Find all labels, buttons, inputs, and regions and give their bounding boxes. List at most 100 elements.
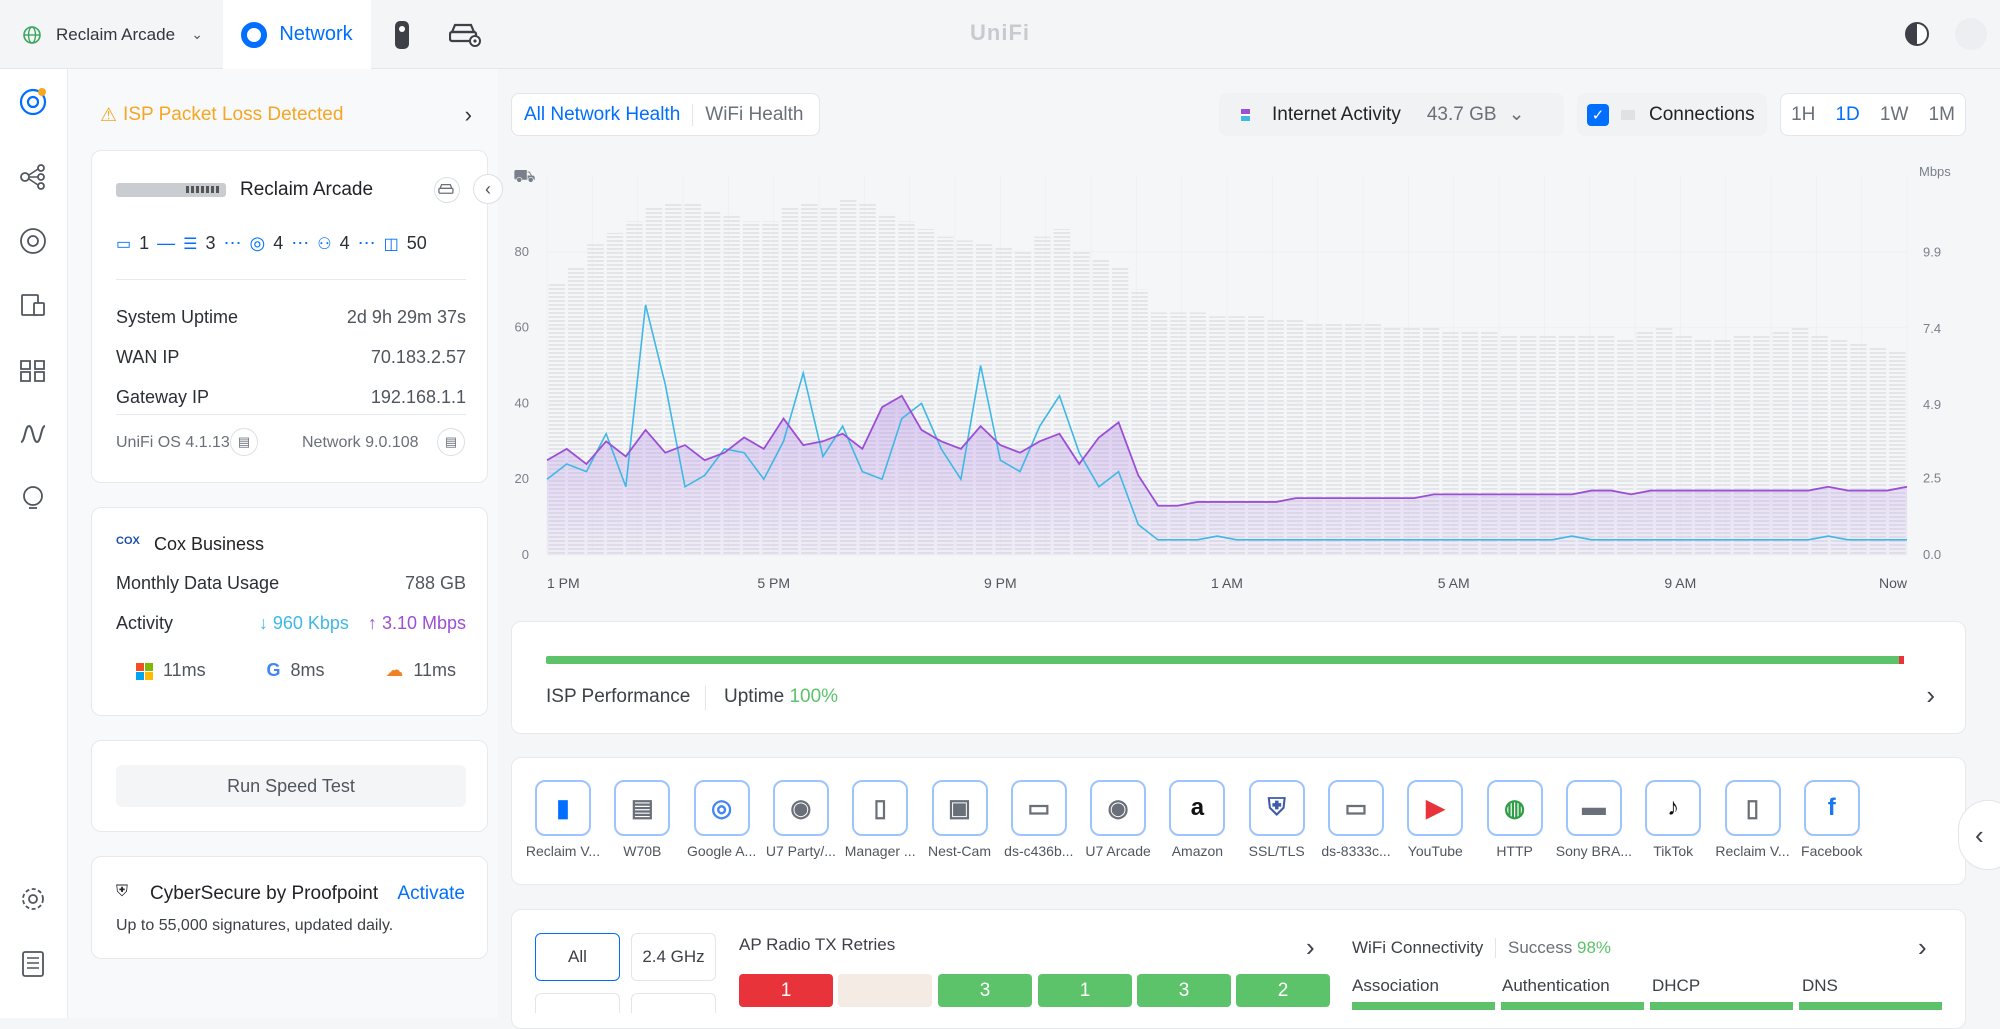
run-speed-test-button[interactable]: Run Speed Test (116, 765, 466, 807)
activate-link[interactable]: Activate (397, 883, 465, 904)
cybersecure-panel: ⛨ CyberSecure by Proofpoint Activate Up … (91, 856, 488, 959)
sidebar-item-clients[interactable] (18, 290, 48, 320)
connection-bar (1170, 312, 1187, 555)
client-chip[interactable]: ▮ (535, 780, 591, 836)
client-chip[interactable]: ▤ (614, 780, 671, 836)
connections-toggle[interactable]: ✓ Connections (1577, 93, 1767, 136)
gateway-counts: ▭ 1 — ☰ 3 ⋯ ◎ 4 ⋯ ⚇ 4 ⋯ ◫ 50 (116, 233, 427, 254)
client-label: Nest-Cam (927, 843, 991, 859)
tab-protect[interactable] (371, 0, 433, 69)
client-chip[interactable]: ◉ (1090, 780, 1147, 836)
client-chip[interactable]: a (1169, 780, 1226, 836)
clients-icon (21, 294, 45, 316)
sidebar-item-logs[interactable] (18, 949, 48, 979)
chevron-left-icon: ‹ (1975, 819, 1984, 850)
amazon-icon: a (1190, 794, 1205, 821)
range-1m[interactable]: 1M (1928, 103, 1955, 125)
internet-activity-select[interactable]: Internet Activity 43.7 GB ⌄ (1219, 93, 1564, 136)
range-1h[interactable]: 1H (1791, 103, 1816, 125)
band-6ghz-button[interactable] (631, 993, 716, 1013)
client-label: Sony BRA... (1555, 843, 1633, 859)
collapse-panel-button[interactable]: ‹ (473, 174, 503, 204)
connection-bar (1150, 312, 1168, 555)
stage-bar (1650, 1002, 1793, 1010)
bar-swatch-icon (1621, 109, 1635, 120)
os-version: UniFi OS 4.1.13 (116, 434, 230, 451)
phone-icon: ▮ (556, 794, 570, 822)
client-chip[interactable]: ◎ (693, 780, 750, 836)
client-label: YouTube (1407, 843, 1463, 859)
switch-icon: ☰ (183, 235, 198, 253)
band-24ghz-button[interactable]: 2.4 GHz (631, 933, 716, 981)
release-notes-icon[interactable]: ▤ (230, 428, 258, 456)
sidebar-item-insights[interactable] (18, 419, 48, 449)
x-tick-label: Now (1879, 575, 1908, 591)
band-5ghz-button[interactable] (535, 993, 620, 1013)
client-chip[interactable]: ▭ (1328, 780, 1384, 836)
sidebar-item-topology[interactable] (18, 162, 48, 192)
theme-toggle-icon[interactable] (1905, 22, 1929, 46)
client-chip[interactable]: ◉ (772, 780, 829, 836)
band-all-button[interactable]: All (535, 933, 620, 981)
retry-cell[interactable]: 1 (1038, 974, 1132, 1007)
sidebar-item-ports[interactable] (18, 355, 48, 385)
chevron-right-icon[interactable]: › (1306, 932, 1315, 962)
range-1w[interactable]: 1W (1879, 103, 1909, 125)
range-1d[interactable]: 1D (1835, 103, 1860, 125)
isp-alert[interactable]: ⚠ ISP Packet Loss Detected › (100, 100, 472, 130)
cloudflare-latency: 11ms (413, 660, 456, 680)
chevron-right-icon[interactable]: › (1918, 932, 1927, 962)
gateway-settings-button[interactable] (434, 177, 460, 203)
uptime-bar (546, 656, 1904, 664)
y-tick-label: 60 (515, 320, 529, 335)
client-chip[interactable]: ▭ (1010, 780, 1067, 836)
y-tick-label: 80 (515, 244, 529, 259)
laptop-icon: ▭ (1344, 794, 1368, 822)
connection-bar (1306, 323, 1323, 555)
sidebar-item-settings[interactable] (18, 884, 48, 914)
sidebar-item-devices[interactable] (18, 226, 48, 256)
retry-cell[interactable]: 2 (1236, 974, 1330, 1007)
client-label: Reclaim V... (1715, 843, 1790, 859)
release-notes-icon[interactable]: ▤ (437, 428, 465, 456)
sidebar-item-dashboard[interactable] (18, 87, 48, 117)
tab-network[interactable]: Network (223, 0, 371, 69)
clients-strip (511, 757, 1966, 885)
client-chip[interactable]: ⛨ (1248, 780, 1305, 836)
stage-dhcp: DHCP (1652, 976, 1701, 995)
gateway-ip-row: Gateway IP 192.168.1.1 (116, 386, 466, 407)
scroll-clients-button[interactable]: ‹ (1958, 800, 2000, 870)
connection-bar (1286, 320, 1304, 555)
retry-cell[interactable] (838, 974, 932, 1007)
isp-performance-panel[interactable]: ISP Performance Uptime 100% › (511, 621, 1966, 734)
client-label: Manager ... (844, 843, 916, 859)
sidebar-item-alarms[interactable] (18, 483, 48, 513)
x-tick-label: 9 PM (984, 575, 1017, 591)
client-chip[interactable]: ▯ (1724, 780, 1781, 836)
client-chip[interactable]: ▯ (852, 780, 909, 836)
success-label: Success (1508, 938, 1573, 957)
retry-cell[interactable]: 3 (938, 974, 1032, 1007)
client-chip[interactable]: ▶ (1407, 780, 1464, 836)
retry-cell[interactable]: 1 (739, 974, 833, 1007)
tv-icon: ▬ (1581, 794, 1606, 821)
client-chip[interactable]: ◍ (1486, 780, 1543, 836)
retry-cell[interactable]: 3 (1137, 974, 1231, 1007)
y-right-tick-label: 9.9 (1923, 244, 1941, 259)
globe-icon (23, 25, 41, 44)
gateway-settings-icon (438, 183, 454, 194)
packet-loss-marker (1899, 656, 1904, 664)
client-chip[interactable]: ♪ (1645, 780, 1702, 836)
site-switcher[interactable]: Reclaim Arcade ⌄ (0, 0, 223, 69)
x-tick-label: 9 AM (1664, 575, 1696, 591)
tab-wifi-health[interactable]: WiFi Health (705, 103, 804, 125)
unifi-logo: UniFi (970, 20, 1030, 45)
tab-all-network-health[interactable]: All Network Health (512, 103, 694, 126)
tab-drive[interactable] (433, 0, 497, 69)
ap-icon: ◎ (249, 233, 266, 253)
client-chip[interactable]: ▬ (1565, 780, 1622, 836)
avatar[interactable] (1955, 18, 1987, 50)
client-chip[interactable]: ▣ (931, 780, 988, 836)
client-chip[interactable]: f (1803, 780, 1860, 836)
google-latency: 8ms (290, 660, 325, 680)
